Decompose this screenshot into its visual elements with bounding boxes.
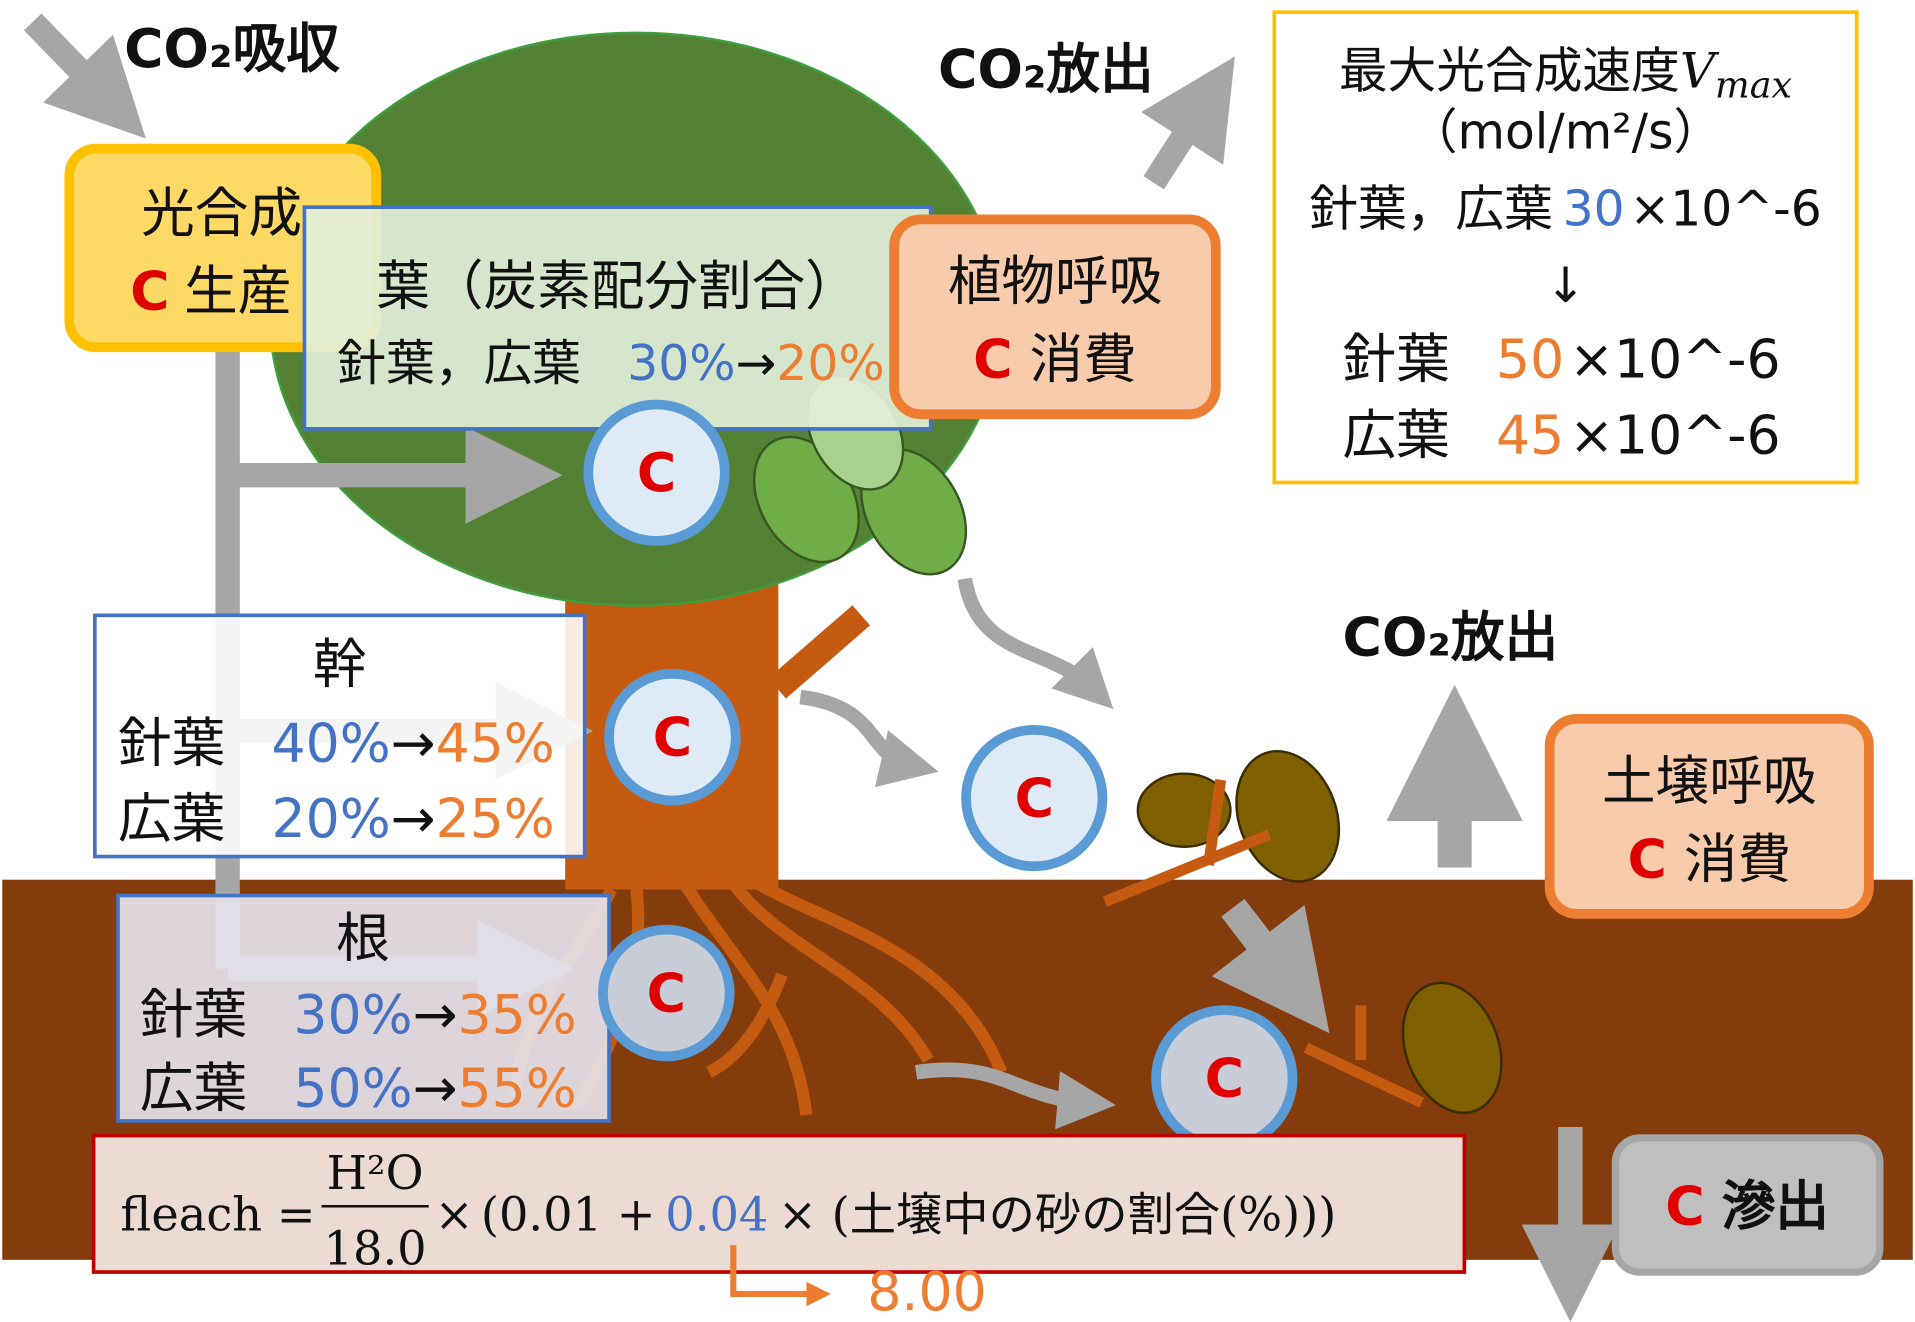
photosynthesis-label: C 生産 — [130, 259, 291, 322]
branch — [768, 605, 871, 699]
formula-box — [91, 1133, 1467, 1274]
vmax-box — [1272, 10, 1859, 485]
carbon-pool-label: C — [637, 441, 676, 504]
trunk-box — [93, 613, 587, 859]
co2-release: CO₂放出 — [1343, 606, 1559, 669]
root-row: 広葉 50%→55% — [140, 1056, 577, 1119]
trunk-title: 幹 — [313, 632, 367, 695]
formula-result: 8.00 — [867, 1260, 986, 1322]
carbon-pool-label: C — [653, 705, 692, 768]
vmax-before: 針葉，広葉 30 ×10^-6 — [1309, 181, 1821, 237]
leaching-label: C 滲出 — [1665, 1175, 1829, 1238]
formula-lhs: fleach = — [120, 1188, 315, 1242]
plant-respiration-box — [889, 214, 1221, 420]
root-title: 根 — [336, 906, 390, 969]
trunk-row: 広葉 20%→25% — [118, 787, 555, 850]
vmax-after: 広葉 45 ×10^-6 — [1343, 403, 1781, 466]
formula-denominator: 18.0 — [324, 1222, 427, 1276]
plant-respiration-title: 植物呼吸 — [948, 250, 1162, 313]
carbon-pool-label: C — [647, 961, 686, 1024]
root-row: 針葉 30%→35% — [140, 983, 577, 1046]
formula-numerator: H²O — [327, 1146, 424, 1200]
formula-body: × (0.01 +0.04 × (土壌中の砂の割合(%))) — [435, 1188, 1337, 1242]
root-box — [116, 893, 611, 1123]
leaf-box — [302, 205, 933, 431]
soil-respiration-box — [1544, 714, 1874, 919]
plant-respiration-label: C 消費 — [973, 328, 1137, 391]
photosynthesis-title: 光合成 — [141, 182, 302, 245]
result-arrow — [730, 1245, 831, 1307]
vmax-arrow: ↓ — [1545, 258, 1586, 314]
leaf-title: 葉（炭素配分割合） — [376, 255, 858, 318]
carbon-pools: C C C C C — [583, 399, 1298, 1152]
carbon-pool-label: C — [1015, 766, 1054, 829]
vmax-after: 針葉 50 ×10^-6 — [1343, 328, 1781, 391]
vmax-title: 最大光合成速度Vmax — [1339, 44, 1793, 107]
vmax-unit: （mol/m²/s） — [1409, 105, 1722, 161]
soil-respiration-label: C 消費 — [1627, 827, 1791, 890]
leaching-box — [1611, 1134, 1884, 1276]
formula: fleach = H²O 18.0 × (0.01 +0.04 × (土壌中の砂の割… — [120, 1146, 1336, 1276]
leaf-row: 針葉，広葉 30%→20% — [337, 336, 884, 392]
trunk-row: 針葉 40%→45% — [118, 712, 555, 775]
carbon-pool-label: C — [1205, 1047, 1244, 1110]
co2-release: CO₂放出 — [938, 38, 1154, 101]
co2-absorb: CO₂吸収 — [124, 17, 340, 80]
soil-respiration-title: 土壌呼吸 — [1602, 749, 1816, 812]
